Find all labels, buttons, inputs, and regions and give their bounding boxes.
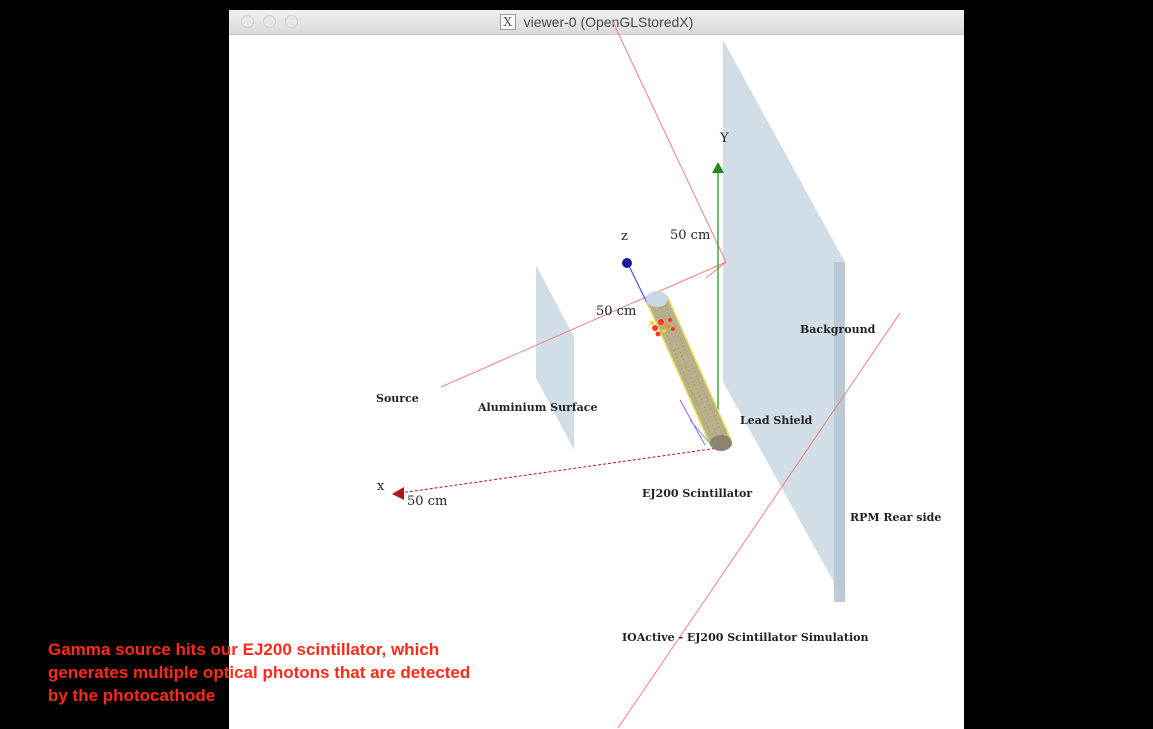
trajectory-line (705, 261, 727, 279)
z-axis-arrowhead (622, 258, 632, 268)
scintillator-cylinder (646, 291, 732, 451)
trajectory-line (617, 312, 901, 729)
x-axis (399, 447, 719, 494)
y-axis-length: 50 cm (670, 228, 711, 243)
x11-icon: X (499, 14, 516, 30)
z-axis-length: 50 cm (596, 304, 637, 319)
window-titlebar[interactable]: X viewer-0 (OpenGLStoredX) (229, 10, 964, 35)
scintillator-label: EJ200 Scintillator (642, 487, 753, 500)
trajectory-line (440, 261, 727, 388)
x-axis-length: 50 cm (407, 494, 448, 509)
video-caption: Gamma source hits our EJ200 scintillator… (48, 638, 608, 707)
hits-cluster (650, 318, 675, 337)
y-axis-label: Y (720, 131, 729, 146)
caption-line: Gamma source hits our EJ200 scintillator… (48, 640, 440, 659)
caption-line: generates multiple optical photons that … (48, 663, 471, 682)
window-title-group: X viewer-0 (OpenGLStoredX) (229, 10, 964, 34)
z-axis-label: z (621, 229, 628, 244)
x-axis-label: x (377, 479, 385, 494)
zoom-button[interactable] (285, 15, 298, 28)
background-label: Background (800, 323, 876, 336)
rpm-rear-label: RPM Rear side (850, 511, 942, 524)
background-plane (723, 40, 845, 602)
aluminium-label: Aluminium Surface (478, 401, 598, 414)
aluminium-plane (536, 265, 574, 450)
window-title: viewer-0 (OpenGLStoredX) (523, 14, 694, 30)
y-axis-arrowhead (712, 162, 724, 173)
source-label: Source (376, 392, 419, 405)
background-plane-edge (834, 262, 845, 602)
close-button[interactable] (241, 15, 254, 28)
caption-line: by the photocathode (48, 686, 216, 705)
simulation-title: IOActive - EJ200 Scintillator Simulation (622, 631, 869, 644)
trajectory-line (611, 19, 727, 263)
x-axis-arrowhead (392, 487, 404, 500)
lead-shield-label: Lead Shield (740, 414, 813, 427)
minimize-button[interactable] (263, 15, 276, 28)
